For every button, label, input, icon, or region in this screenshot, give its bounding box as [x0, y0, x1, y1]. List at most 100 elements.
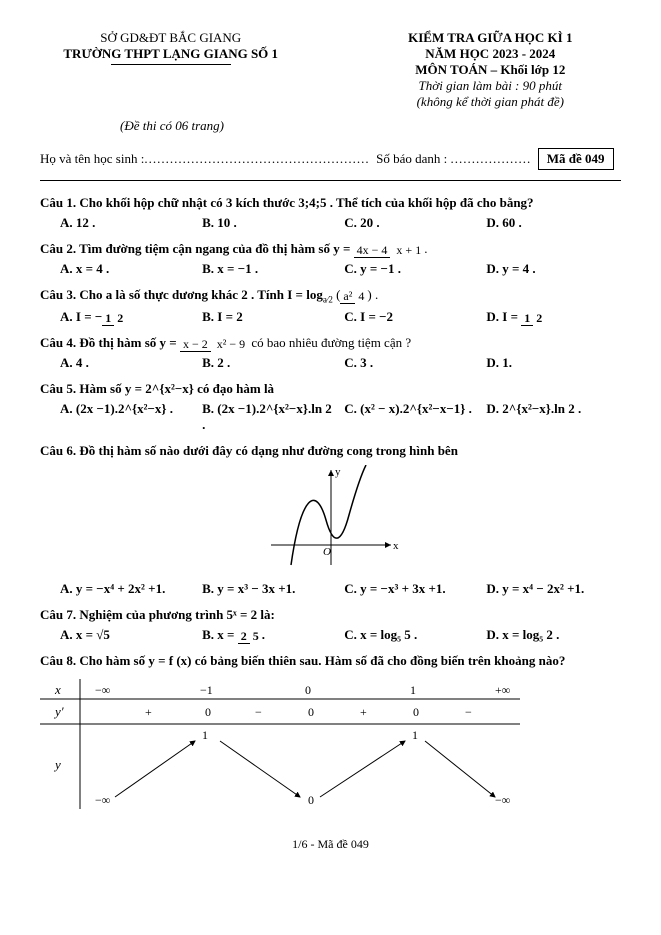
- q3-a-prefix: A. I = −: [60, 309, 102, 324]
- q3-pden: 4: [355, 289, 367, 303]
- exam-title-2: NĂM HỌC 2023 - 2024: [360, 46, 621, 62]
- q7-b-den: 5: [250, 629, 262, 643]
- q2-prefix: Câu 2. Tìm đường tiệm cận ngang của đồ t…: [40, 241, 350, 256]
- q3-c: C. I = −2: [344, 309, 479, 325]
- q3-paren: (a²4): [336, 287, 375, 302]
- q7-b-suffix: .: [262, 627, 265, 642]
- exam-time: Thời gian làm bài : 90 phút: [360, 78, 621, 94]
- q7-options: A. x = √5 B. x = 25. C. x = log₅ 5 . D. …: [60, 627, 621, 643]
- q3-sub: a⁄2: [323, 295, 333, 305]
- q5-d: D. 2^{x²−x}.ln 2 .: [486, 401, 621, 433]
- underline-left: [111, 64, 231, 65]
- question-6: Câu 6. Đồ thị hàm số nào dưới đây có dạn…: [40, 443, 621, 459]
- vt-x3: 1: [410, 683, 416, 697]
- q1-a: A. 12 .: [60, 215, 195, 231]
- q6-d: D. y = x⁴ − 2x² +1.: [486, 581, 621, 597]
- exam-header: SỞ GD&ĐT BẮC GIANG TRƯỜNG THPT LẠNG GIAN…: [40, 30, 621, 110]
- q3-a-num: 1: [102, 311, 114, 326]
- question-5: Câu 5. Hàm số y = 2^{x²−x} có đạo hàm là: [40, 381, 621, 397]
- vt-s1: 0: [205, 705, 211, 719]
- separator-line: [40, 180, 621, 181]
- vt-y-label: y: [53, 757, 61, 772]
- exam-code-box: Mã đề 049: [538, 148, 614, 170]
- q7-b-num: 2: [238, 629, 250, 644]
- q2-c: C. y = −1 .: [344, 261, 479, 277]
- q4-num: x − 2: [180, 337, 211, 352]
- name-dots: ........................................…: [144, 151, 369, 166]
- vt-arrow-2: [220, 741, 300, 797]
- q5-a: A. (2x −1).2^{x²−x} .: [60, 401, 195, 433]
- q5-options: A. (2x −1).2^{x²−x} . B. (2x −1).2^{x²−x…: [60, 401, 621, 433]
- q2-d: D. y = 4 .: [486, 261, 621, 277]
- question-1: Câu 1. Cho khối hộp chữ nhật có 3 kích t…: [40, 195, 621, 211]
- q7-a: A. x = √5: [60, 627, 195, 643]
- question-2: Câu 2. Tìm đường tiệm cận ngang của đồ t…: [40, 241, 621, 257]
- q5-c: C. (x² − x).2^{x²−x−1} .: [344, 401, 479, 433]
- vt-s5: 0: [413, 705, 419, 719]
- q4-options: A. 4 . B. 2 . C. 3 . D. 1.: [60, 355, 621, 371]
- q4-prefix: Câu 4. Đồ thị hàm số y =: [40, 335, 177, 350]
- q3-options: A. I = −12 B. I = 2 C. I = −2 D. I = 12: [60, 309, 621, 325]
- vt-yb1: 0: [308, 793, 314, 807]
- q1-b: B. 10 .: [202, 215, 337, 231]
- q3-prefix: Câu 3. Cho a là số thực dương khác 2 . T…: [40, 287, 323, 302]
- vt-x4: +∞: [495, 683, 510, 697]
- vt-arrow-4: [425, 741, 495, 797]
- q2-suffix: .: [424, 241, 427, 256]
- q4-den: x² − 9: [214, 337, 248, 351]
- q6-a: A. y = −x⁴ + 2x² +1.: [60, 581, 195, 597]
- q4-b: B. 2 .: [202, 355, 337, 371]
- vt-x0: −∞: [95, 683, 110, 697]
- q2-a: A. x = 4 .: [60, 261, 195, 277]
- exam-title-block: KIỂM TRA GIỮA HỌC KÌ 1 NĂM HỌC 2023 - 20…: [360, 30, 621, 110]
- exam-title-3: MÔN TOÁN – Khối lớp 12: [360, 62, 621, 78]
- axis-x-label: x: [393, 540, 399, 552]
- page-count-note: (Đề thi có 06 trang): [120, 118, 621, 134]
- exam-note: (không kể thời gian phát đề): [360, 94, 621, 110]
- question-3: Câu 3. Cho a là số thực dương khác 2 . T…: [40, 287, 621, 305]
- sbd-label: Số báo danh :: [376, 151, 447, 166]
- vt-yp-label: y′: [53, 704, 64, 719]
- q4-suffix: có bao nhiêu đường tiệm cận ?: [251, 335, 411, 350]
- q3-pnum: a²: [340, 289, 355, 304]
- vt-arrow-1: [115, 741, 195, 797]
- vt-yb2: −∞: [495, 793, 510, 807]
- q1-options: A. 12 . B. 10 . C. 20 . D. 60 .: [60, 215, 621, 231]
- q3-a-den: 2: [114, 311, 126, 325]
- question-4: Câu 4. Đồ thị hàm số y = x − 2 x² − 9 có…: [40, 335, 621, 351]
- q4-c: C. 3 .: [344, 355, 479, 371]
- sbd-dots: ...................: [450, 151, 531, 166]
- q2-den: x + 1: [393, 243, 424, 257]
- vt-s2: −: [255, 705, 262, 719]
- q4-a: A. 4 .: [60, 355, 195, 371]
- origin-label: O: [323, 546, 331, 558]
- vt-x1: −1: [200, 683, 213, 697]
- vt-arrow-3: [320, 741, 405, 797]
- school-block: SỞ GD&ĐT BẮC GIANG TRƯỜNG THPT LẠNG GIAN…: [40, 30, 301, 110]
- q7-c: C. x = log₅ 5 .: [344, 627, 479, 643]
- student-info-line: Họ và tên học sinh :....................…: [40, 148, 621, 170]
- q3-suffix: .: [375, 287, 378, 302]
- q1-d: D. 60 .: [486, 215, 621, 231]
- q2-b: B. x = −1 .: [202, 261, 337, 277]
- school-line: TRƯỜNG THPT LẠNG GIANG SỐ 1: [40, 46, 301, 62]
- q2-fraction: 4x − 4 x + 1: [354, 244, 425, 256]
- q5-b: B. (2x −1).2^{x²−x}.ln 2 .: [202, 401, 337, 433]
- name-label: Họ và tên học sinh :: [40, 151, 144, 166]
- q7-b: B. x = 25.: [202, 627, 337, 643]
- axis-y-label: y: [335, 466, 341, 478]
- vt-yb0: −∞: [95, 793, 110, 807]
- vt-x2: 0: [305, 683, 311, 697]
- vt-s0: +: [145, 705, 152, 719]
- q1-c: C. 20 .: [344, 215, 479, 231]
- q3-d: D. I = 12: [486, 309, 621, 325]
- q2-num: 4x − 4: [354, 243, 391, 258]
- vt-x-label: x: [54, 682, 61, 697]
- question-7: Câu 7. Nghiệm của phương trình 5ˣ = 2 là…: [40, 607, 621, 623]
- q6-b: B. y = x³ − 3x +1.: [202, 581, 337, 597]
- q4-fraction: x − 2 x² − 9: [180, 338, 248, 350]
- dept-line: SỞ GD&ĐT BẮC GIANG: [40, 30, 301, 46]
- page-footer: 1/6 - Mã đề 049: [40, 837, 621, 852]
- q3-b: B. I = 2: [202, 309, 337, 325]
- q3-d-num: 1: [521, 311, 533, 326]
